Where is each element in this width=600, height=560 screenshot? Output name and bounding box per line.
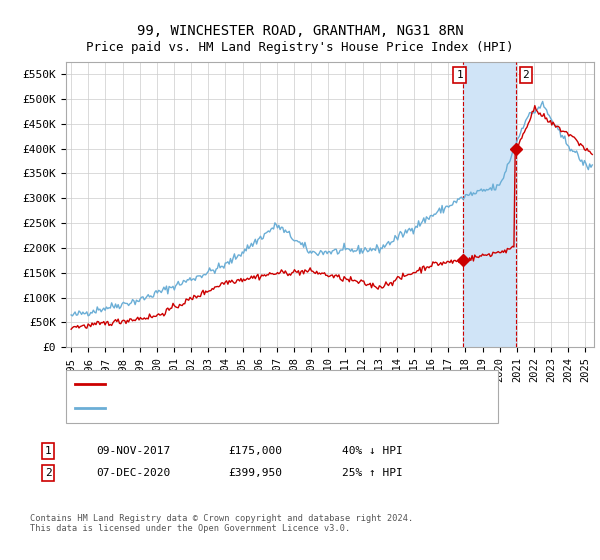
Text: 1: 1 (44, 446, 52, 456)
Text: 1: 1 (456, 70, 463, 80)
Text: 99, WINCHESTER ROAD, GRANTHAM, NG31 8RN: 99, WINCHESTER ROAD, GRANTHAM, NG31 8RN (137, 24, 463, 38)
Text: HPI: Average price, detached house, South Kesteven: HPI: Average price, detached house, Sout… (111, 403, 424, 413)
Bar (463, 62, 515, 347)
Text: 07-DEC-2020: 07-DEC-2020 (96, 468, 170, 478)
Text: 40% ↓ HPI: 40% ↓ HPI (342, 446, 403, 456)
Text: £175,000: £175,000 (228, 446, 282, 456)
Text: 25% ↑ HPI: 25% ↑ HPI (342, 468, 403, 478)
Text: 2: 2 (523, 70, 529, 80)
Text: Contains HM Land Registry data © Crown copyright and database right 2024.
This d: Contains HM Land Registry data © Crown c… (30, 514, 413, 533)
Text: 2: 2 (44, 468, 52, 478)
Text: 99, WINCHESTER ROAD, GRANTHAM, NG31 8RN (detached house): 99, WINCHESTER ROAD, GRANTHAM, NG31 8RN … (111, 380, 461, 390)
Text: £399,950: £399,950 (228, 468, 282, 478)
Text: 09-NOV-2017: 09-NOV-2017 (96, 446, 170, 456)
Text: Price paid vs. HM Land Registry's House Price Index (HPI): Price paid vs. HM Land Registry's House … (86, 41, 514, 54)
